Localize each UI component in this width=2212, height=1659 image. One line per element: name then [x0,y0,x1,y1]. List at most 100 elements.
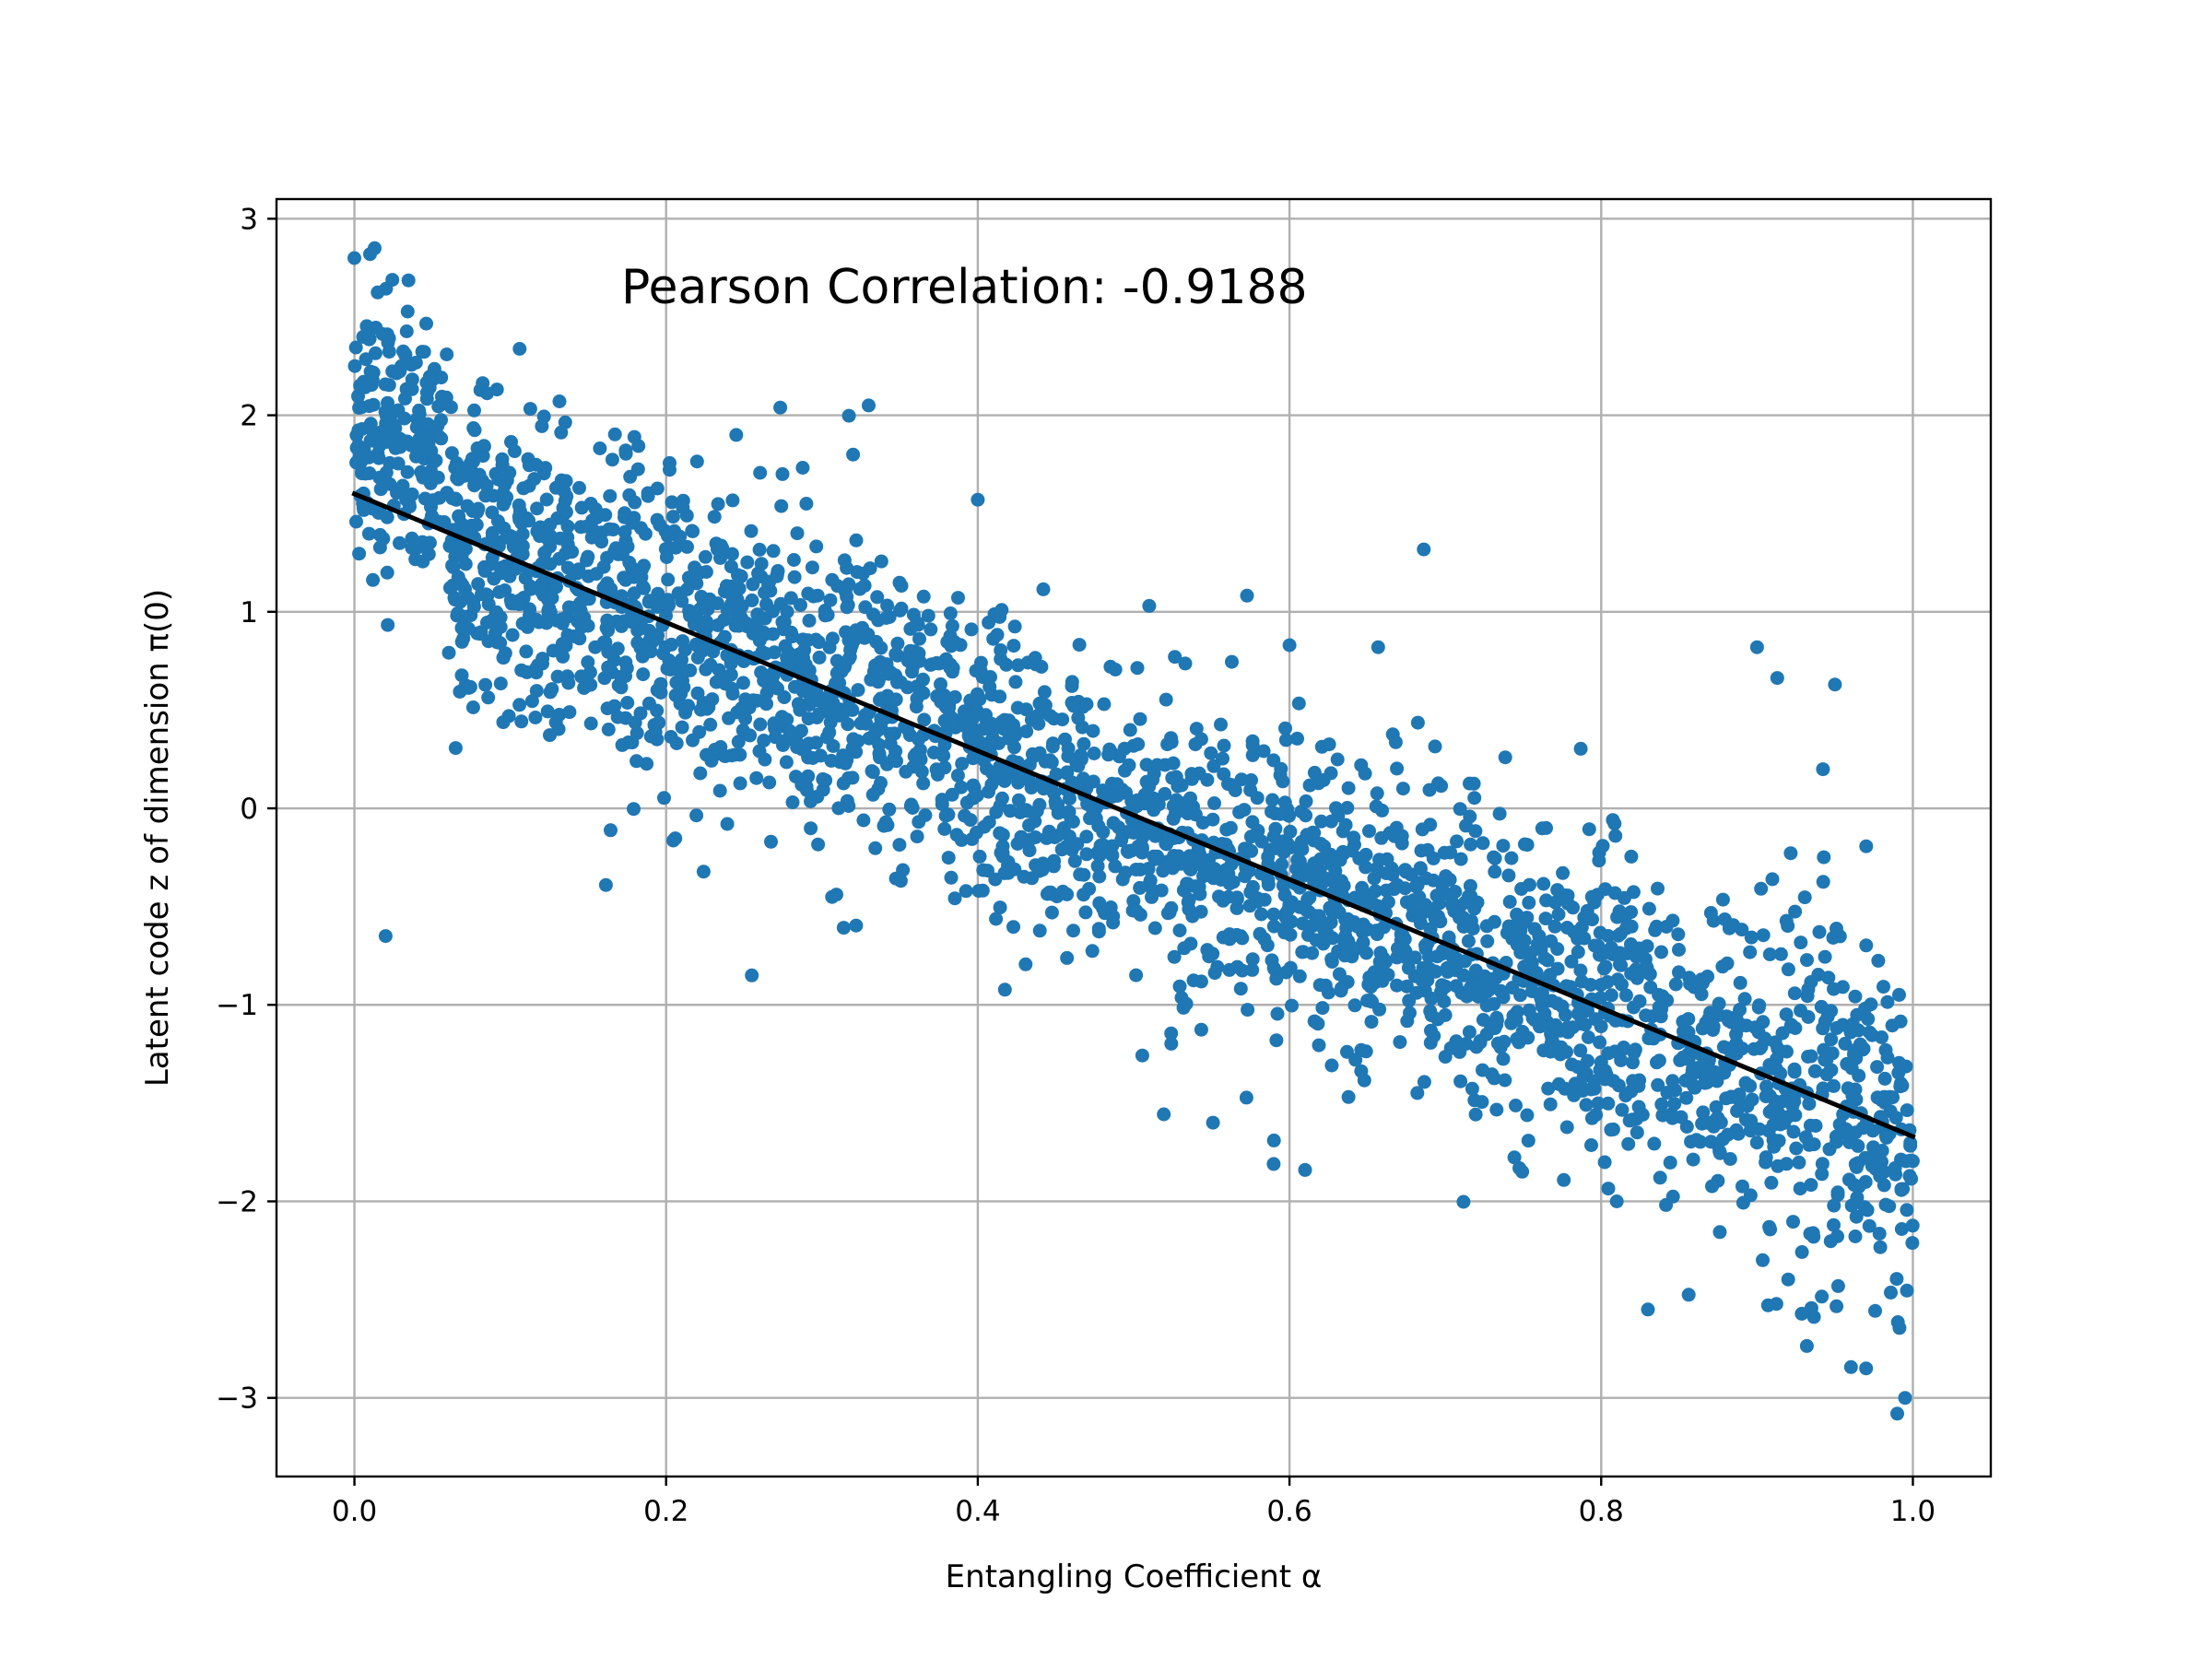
data-point [1816,1021,1830,1036]
data-point [580,519,594,534]
data-point [1129,968,1144,982]
data-point [937,737,952,752]
data-point [890,636,905,651]
data-point [1607,817,1622,831]
data-point [1520,838,1535,853]
data-point [1122,758,1136,772]
data-point [1843,1359,1858,1374]
data-point [1450,834,1464,849]
data-point [993,900,1007,915]
data-point [1501,868,1516,883]
data-point [463,679,477,694]
data-point [758,752,772,767]
data-point [1900,1203,1914,1218]
data-point [361,450,376,465]
data-point [1067,853,1082,868]
data-point [1112,820,1126,835]
data-point [1551,1077,1566,1091]
data-point [1827,1078,1841,1093]
data-point [600,613,615,628]
data-point [934,677,947,691]
data-point [1762,1219,1777,1234]
data-point [1463,776,1477,791]
data-point [467,478,482,493]
data-point [491,472,506,487]
data-point [396,485,411,500]
data-point [1374,830,1389,845]
data-point [1542,971,1557,985]
data-point [1712,1146,1727,1160]
data-point [1781,962,1795,977]
data-point [947,891,962,906]
data-point [1551,907,1566,922]
data-point [1651,1077,1665,1092]
data-point [1850,1007,1865,1022]
data-point [1618,1088,1633,1103]
data-point [607,545,622,559]
data-point [1085,944,1100,959]
data-point [446,560,461,575]
data-point [837,553,852,568]
data-point [1556,865,1571,880]
data-point [1620,946,1634,960]
pearson-annotation: Pearson Correlation: -0.9188 [621,260,1308,315]
data-point [1496,1052,1511,1066]
data-point [627,802,641,817]
data-point [1557,1172,1571,1187]
data-point [426,455,441,469]
data-point [1685,1066,1700,1080]
data-point [1092,896,1107,911]
data-point [1593,1035,1607,1050]
data-point [1514,882,1529,896]
data-point [951,591,965,606]
data-point [422,535,437,550]
data-point [1812,924,1827,939]
data-point [766,544,781,559]
data-point [1488,914,1501,929]
data-point [1703,906,1718,920]
data-point [1323,900,1337,915]
data-point [1266,919,1281,934]
data-point [693,766,708,781]
y-tick-label: 0 [240,793,258,826]
data-point [1627,1045,1641,1060]
data-point [552,394,567,408]
data-point [488,606,503,620]
data-point [1124,794,1139,808]
data-point [759,597,773,612]
data-point [1873,1240,1888,1254]
data-point [746,577,760,592]
data-point [607,427,622,441]
data-point [1440,960,1454,975]
data-point [680,539,694,554]
data-point [661,528,675,543]
data-point [1348,1053,1363,1067]
data-point [1245,747,1260,762]
data-point [1803,1227,1818,1241]
data-point [1006,920,1020,935]
data-point [1488,865,1502,879]
data-point [643,729,658,744]
data-point [481,634,496,649]
data-point [749,693,764,708]
data-point [519,644,534,659]
data-point [393,535,406,550]
data-point [1654,945,1668,959]
data-point [1894,1182,1909,1196]
data-point [874,554,888,569]
data-point [1362,824,1376,839]
data-point [1783,1019,1798,1034]
data-point [753,717,768,732]
data-point [1559,921,1574,935]
data-point [637,559,652,573]
data-point [1290,731,1304,746]
data-point [1479,985,1494,1000]
data-point [1539,820,1553,835]
data-point [1537,1006,1552,1021]
data-point [1618,988,1633,1003]
data-point [1032,797,1047,812]
data-point [724,559,738,574]
data-point [1266,1157,1281,1171]
data-point [465,700,480,714]
data-point [1194,858,1209,873]
